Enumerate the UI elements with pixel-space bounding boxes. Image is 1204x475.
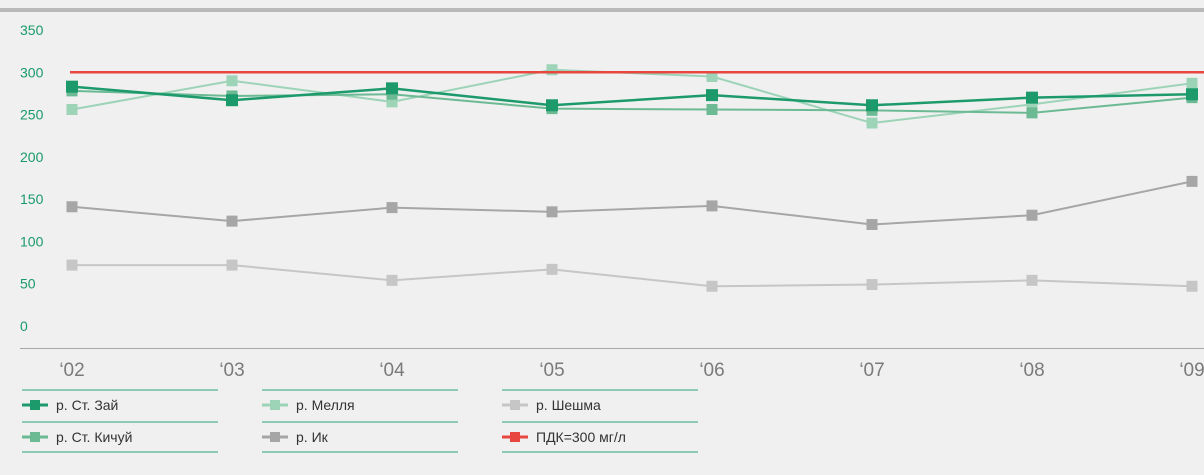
data-point — [386, 274, 398, 286]
x-tick-label: ‘03 — [219, 360, 244, 381]
x-tick-label: ‘05 — [539, 360, 564, 381]
y-tick-label: 200 — [20, 149, 44, 165]
data-point — [1026, 91, 1038, 104]
series-layer — [66, 64, 1204, 292]
data-point — [706, 71, 718, 83]
data-point — [66, 259, 78, 271]
legend-swatch-marker — [30, 432, 40, 442]
legend-label: ПДК=300 мг/л — [536, 429, 626, 445]
data-point — [706, 89, 718, 102]
data-point — [226, 259, 238, 271]
data-point — [706, 280, 718, 292]
legend-item: р. Ст. Зай — [22, 397, 118, 413]
data-point — [546, 206, 558, 218]
series-group — [66, 259, 1198, 292]
data-point — [866, 99, 878, 112]
legend-swatch-marker — [30, 400, 40, 410]
data-point — [1026, 98, 1038, 110]
data-point — [386, 96, 398, 108]
data-point — [866, 117, 878, 129]
legend-item: р. Шешма — [502, 397, 601, 413]
y-tick-label: 150 — [20, 191, 44, 207]
data-point — [66, 103, 78, 115]
legend-item: р. Ст. Кичуй — [22, 429, 132, 445]
y-tick-label: 0 — [20, 318, 28, 334]
y-tick-label: 100 — [20, 233, 44, 249]
data-point — [226, 75, 238, 87]
data-point — [546, 99, 558, 112]
y-tick-label: 250 — [20, 107, 44, 123]
data-point — [866, 279, 878, 291]
data-point — [66, 201, 78, 213]
data-point — [546, 64, 558, 76]
x-tick-label: ‘04 — [379, 360, 405, 381]
data-point — [226, 94, 238, 107]
legend-item: р. Ик — [262, 429, 329, 445]
legend-swatch-marker — [270, 400, 280, 410]
data-point — [706, 200, 718, 212]
data-point — [1186, 88, 1198, 101]
data-point — [226, 215, 238, 227]
y-tick-label: 300 — [20, 64, 44, 80]
x-tick-label: ‘08 — [1019, 360, 1044, 381]
x-tick-label: ‘02 — [59, 360, 84, 381]
y-tick-label: 350 — [20, 22, 44, 38]
data-point — [1186, 77, 1198, 89]
legend-label: р. Шешма — [536, 397, 601, 413]
series-group — [66, 80, 1198, 112]
series-line — [72, 264, 1193, 288]
legend-item: ПДК=300 мг/л — [502, 429, 626, 445]
data-point — [1186, 280, 1198, 292]
legend-swatch-marker — [510, 432, 520, 442]
data-point — [1026, 107, 1038, 119]
x-tick-label: ‘06 — [699, 360, 724, 381]
data-point — [706, 103, 718, 115]
data-point — [1026, 209, 1038, 221]
data-point — [386, 82, 398, 95]
data-point — [1186, 175, 1198, 187]
x-tick-label: ‘09 — [1179, 360, 1204, 381]
y-axis-ticks: 0 50 100 150 200 250 300 350 — [20, 22, 44, 334]
legend-label: р. Ст. Кичуй — [56, 429, 132, 445]
series-line — [71, 89, 1193, 114]
legend-label: р. Ст. Зай — [56, 397, 118, 413]
data-point — [1026, 274, 1038, 286]
y-tick-label: 50 — [20, 276, 36, 292]
data-point — [386, 202, 398, 214]
data-point — [546, 263, 558, 275]
legend-swatch-marker — [270, 432, 280, 442]
legend-swatch-marker — [510, 400, 520, 410]
data-point — [866, 219, 878, 231]
legend-label: р. Ик — [296, 429, 329, 445]
legend-label: р. Мелля — [296, 397, 355, 413]
series-group — [66, 175, 1198, 231]
series-line — [71, 85, 1193, 107]
legend-item: р. Мелля — [262, 397, 355, 413]
x-tick-label: ‘07 — [859, 360, 884, 381]
series-line — [71, 180, 1193, 226]
data-point — [66, 80, 78, 93]
legend: р. Ст. Зай р. Мелля р. Шешма р. Ст. Кичуй р.… — [22, 389, 698, 453]
x-axis-ticks: ‘02 ‘03 ‘04 ‘05 ‘06 ‘07 ‘08 ‘09 — [59, 360, 1204, 381]
top-divider — [0, 8, 1204, 12]
